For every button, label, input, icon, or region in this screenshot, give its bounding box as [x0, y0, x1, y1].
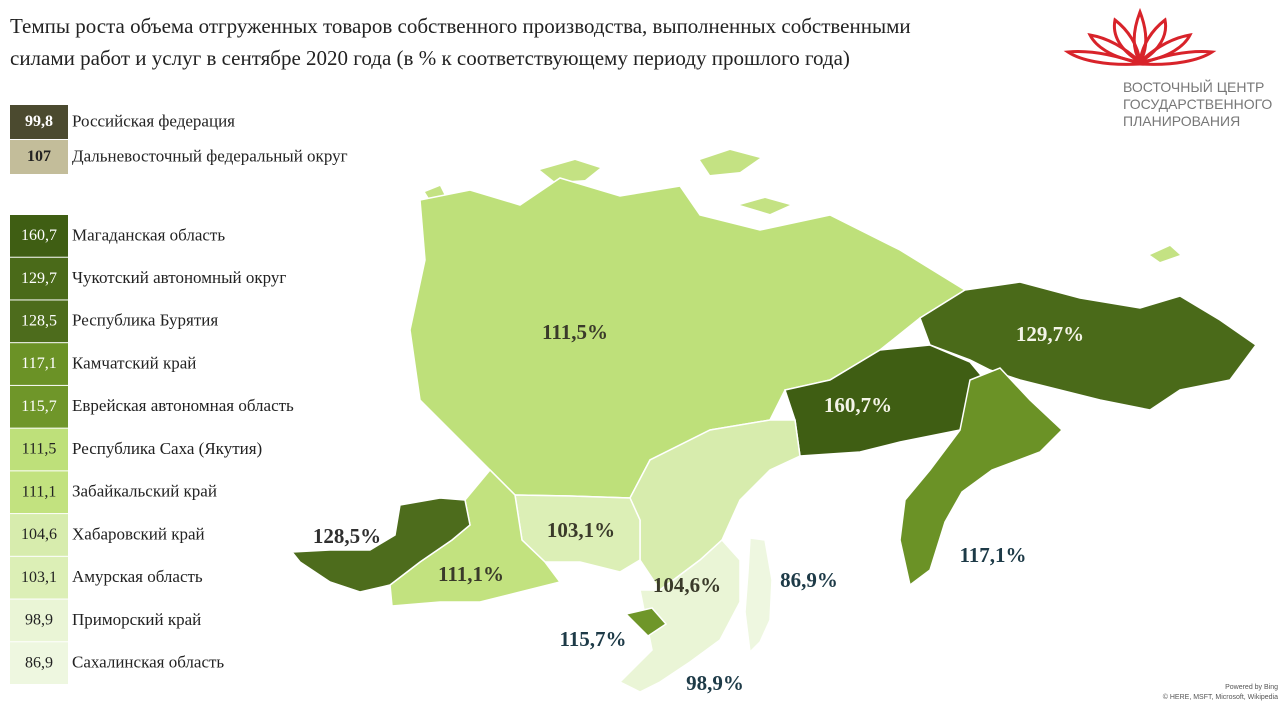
map-label: 160,7% [824, 393, 892, 417]
map-labels: 111,5% 129,7% 160,7% 117,1% 128,5% 111,1… [313, 320, 1084, 695]
legend-name: Республика Бурятия [72, 311, 218, 330]
region-shape [899, 367, 1064, 587]
legend-swatch [10, 514, 68, 556]
legend-name: Приморский край [72, 610, 201, 629]
legend-value: 104,6 [21, 526, 57, 543]
map-label: 103,1% [547, 518, 615, 542]
legend-value: 128,5 [21, 312, 57, 329]
legend-swatch [10, 140, 68, 174]
legend-name: Забайкальский край [72, 482, 217, 501]
legend-swatch [10, 105, 68, 139]
legend-swatch [10, 642, 68, 684]
legend-name: Амурская область [72, 567, 203, 586]
legend-value: 129,7 [21, 270, 57, 287]
legend-name: Еврейская автономная область [72, 396, 294, 415]
legend-value: 115,7 [21, 398, 56, 415]
legend-value: 103,1 [21, 569, 57, 586]
credit: © HERE, MSFT, Microsoft, Wikipedia [1163, 693, 1278, 701]
legend-name: Камчатский край [72, 353, 196, 372]
map-label: 128,5% [313, 524, 381, 548]
map-label: 111,5% [542, 320, 608, 344]
region-shape [624, 607, 668, 637]
legend-name: Дальневосточный федеральный округ [72, 146, 348, 165]
title: силами работ и услуг в сентябре 2020 год… [10, 46, 850, 70]
region-legend: 160,7 Магаданская область 129,7 Чукотский а… [10, 215, 294, 684]
legend-swatch [10, 300, 68, 343]
legend-name: Чукотский автономный округ [72, 268, 286, 287]
legend-swatch [10, 257, 68, 300]
logo-text: ГОСУДАРСТВЕННОГО [1123, 96, 1272, 112]
islands [425, 150, 1180, 262]
legend-swatch [10, 343, 68, 385]
legend-value: 107 [27, 148, 51, 165]
region-shape [919, 281, 1258, 411]
map-label: 98,9% [686, 671, 744, 695]
legend-name: Магаданская область [72, 225, 225, 244]
logo-text: ПЛАНИРОВАНИЯ [1123, 113, 1240, 129]
map-label: 86,9% [780, 568, 838, 592]
logo-text: ВОСТОЧНЫЙ ЦЕНТР [1123, 78, 1264, 95]
legend-value: 111,5 [22, 441, 57, 458]
credit: Powered by Bing [1225, 684, 1278, 691]
legend-value: 111,1 [22, 483, 57, 500]
legend-value: 99,8 [25, 113, 53, 130]
legend-swatch [10, 599, 68, 642]
legend-swatch [10, 385, 68, 428]
title: Темпы роста объема отгруженных товаров с… [10, 14, 911, 38]
legend-swatch [10, 471, 68, 514]
legend-value: 160,7 [21, 227, 57, 244]
summary-legend: 99,8 Российская федерация 107 Дальневосточн… [10, 105, 348, 174]
legend-name: Хабаровский край [72, 524, 205, 543]
region-shape [290, 497, 471, 593]
legend-swatch [10, 428, 68, 471]
map-label: 111,1% [438, 562, 504, 586]
legend-swatch [10, 215, 68, 257]
legend-name: Сахалинская область [72, 653, 224, 672]
logo-mark [1063, 7, 1217, 66]
map-label: 104,6% [653, 573, 721, 597]
legend-name: Российская федерация [72, 111, 235, 130]
legend-name: Республика Саха (Якутия) [72, 439, 262, 458]
map [290, 150, 1258, 693]
legend-value: 98,9 [25, 612, 53, 629]
map-label: 129,7% [1016, 322, 1084, 346]
legend-value: 117,1 [21, 355, 56, 372]
map-label: 117,1% [959, 543, 1026, 567]
map-label: 115,7% [559, 627, 626, 651]
region-shape [618, 538, 741, 693]
legend-swatch [10, 556, 68, 599]
region-shape [744, 537, 773, 654]
legend-value: 86,9 [25, 654, 53, 671]
